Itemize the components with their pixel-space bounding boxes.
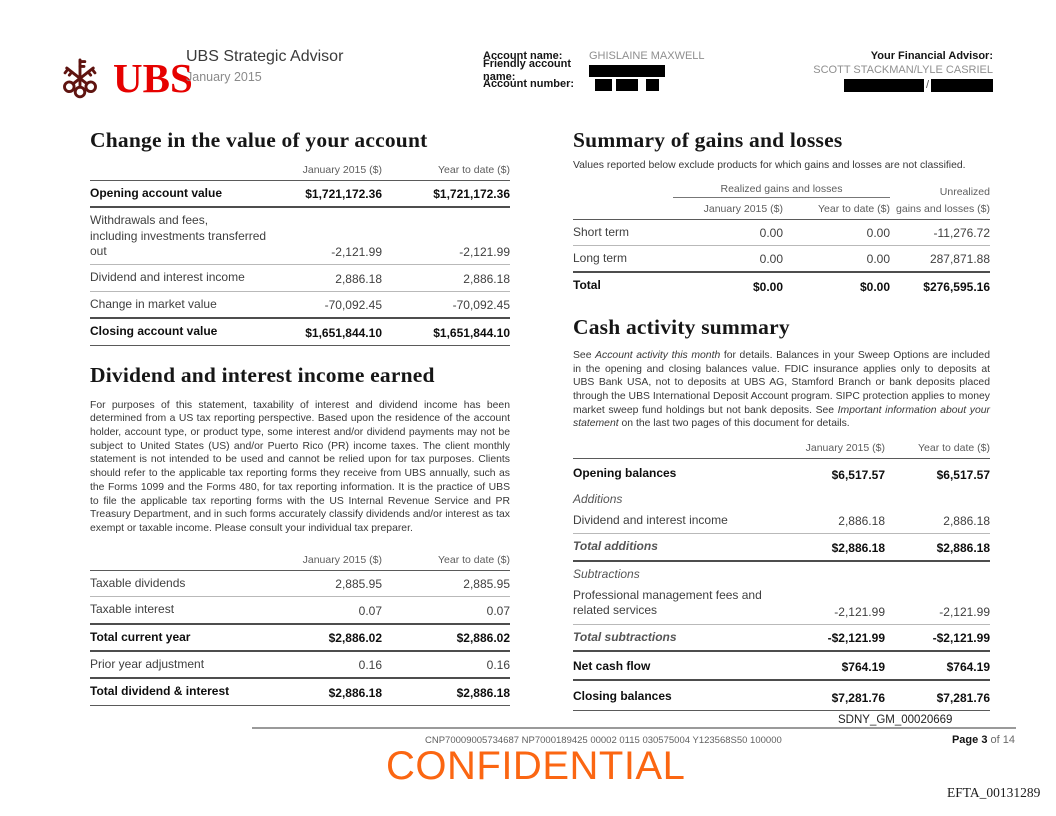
- table-row: Net cash flow $764.19 $764.19: [573, 652, 990, 682]
- table-header-row: January 2015 ($) Year to date ($) gains …: [573, 200, 990, 220]
- dividend-income-table: January 2015 ($) Year to date ($) Taxabl…: [90, 551, 510, 706]
- table-row: Total additions $2,886.18 $2,886.18: [573, 534, 990, 562]
- bates-stamp-top: SDNY_GM_00020669: [838, 714, 953, 726]
- account-number-label: Account number:: [483, 78, 575, 90]
- advisor-names: SCOTT STACKMAN/LYLE CASRIEL: [813, 64, 993, 76]
- dividend-tax-note: For purposes of this statement, taxabili…: [90, 399, 510, 535]
- redaction-bar: [931, 79, 993, 92]
- section-title-gains-losses: Summary of gains and losses: [573, 128, 843, 152]
- table-group-row: Additions: [573, 491, 623, 506]
- confidential-stamp: CONFIDENTIAL: [386, 744, 686, 788]
- table-row: Closing account value $1,651,844.10 $1,6…: [90, 319, 510, 346]
- document-control-code: CNP70009005734687 NP7000189425 00002 011…: [425, 735, 782, 746]
- column-header-ytd: Year to date ($): [818, 202, 890, 215]
- unrealized-group-header: Unrealized: [939, 185, 990, 198]
- table-row: Dividend and interest income 2,886.18 2,…: [573, 508, 990, 535]
- table-row: Taxable interest 0.07 0.07: [90, 597, 510, 625]
- table-header-row: January 2015 ($) Year to date ($): [90, 551, 510, 571]
- table-row: Prior year adjustment 0.16 0.16: [90, 652, 510, 680]
- friendly-account-name-label: Friendly account name:: [483, 57, 572, 83]
- redaction-bar: [843, 79, 924, 92]
- advisor-label: Your Financial Advisor:: [870, 50, 993, 62]
- table-row: Long term 0.00 0.00 287,871.88: [573, 246, 990, 274]
- section-title-change-in-value: Change in the value of your account: [90, 128, 428, 152]
- right-column: Summary of gains and losses Values repor…: [573, 128, 990, 711]
- table-row: Professional management fees and related…: [573, 583, 990, 625]
- column-header-ytd: Year to date ($): [918, 442, 990, 455]
- table-row: Change in market value -70,092.45 -70,09…: [90, 292, 510, 320]
- statement-period: January 2015: [186, 70, 262, 84]
- page-number: 3: [981, 734, 988, 746]
- gains-note: Values reported below exclude products f…: [573, 160, 966, 171]
- ubs-logo: UBS: [56, 52, 193, 105]
- gains-losses-table: Realized gains and losses Unrealized Jan…: [573, 179, 990, 299]
- table-group-row: Subtractions: [573, 566, 640, 581]
- table-row: Total subtractions -$2,121.99 -$2,121.99: [573, 625, 990, 653]
- section-title-cash-activity: Cash activity summary: [573, 314, 790, 339]
- bates-stamp-bottom: EFTA_00131289: [947, 785, 1041, 800]
- note-italic-account-activity: Account activity this month: [595, 349, 721, 361]
- account-name-value: GHISLAINE MAXWELL: [589, 50, 705, 62]
- cash-activity-table: January 2015 ($) Year to date ($) Openin…: [573, 439, 990, 711]
- table-row: Total current year $2,886.02 $2,886.02: [90, 625, 510, 652]
- financial-advisor-block: Your Financial Advisor: SCOTT STACKMAN/L…: [813, 50, 993, 92]
- ubs-wordmark: UBS: [113, 55, 193, 101]
- table-header-row: January 2015 ($) Year to date ($): [90, 161, 510, 181]
- column-header-ytd: Year to date ($): [438, 164, 510, 176]
- advisor-separator: /: [925, 79, 929, 91]
- column-header-jan: January 2015 ($): [302, 164, 382, 176]
- table-header-row: January 2015 ($) Year to date ($): [573, 439, 990, 460]
- table-row: Withdrawals and fees, including investme…: [90, 208, 510, 266]
- note-italic-important-info: Important information about your stateme…: [573, 404, 990, 430]
- table-group-header-row: Realized gains and losses Unrealized: [573, 179, 990, 200]
- left-column: Change in the value of your account Janu…: [90, 128, 510, 706]
- redaction-bar: [616, 78, 638, 91]
- table-row: Dividend and interest income 2,886.18 2,…: [90, 265, 510, 292]
- column-header-jan: January 2015 ($): [703, 202, 783, 215]
- table-row: Short term 0.00 0.00 -11,276.72: [573, 220, 990, 247]
- table-row: Total dividend & interest $2,886.18 $2,8…: [90, 679, 510, 706]
- column-header-unrealized: gains and losses ($): [896, 202, 990, 215]
- column-header-ytd: Year to date ($): [438, 553, 510, 566]
- account-name-label: Account name:: [483, 50, 563, 62]
- table-row: Opening balances $6,517.57 $6,517.57: [573, 466, 990, 482]
- footer-divider: [252, 727, 1016, 729]
- page-indicator: Page 3 of 14: [951, 734, 1015, 746]
- ubs-keys-icon: [56, 52, 104, 105]
- account-info: Account name: GHISLAINE MAXWELL Friendly…: [483, 50, 705, 92]
- column-header-jan: January 2015 ($): [805, 442, 885, 455]
- table-row: Opening account value $1,721,172.36 $1,7…: [90, 181, 510, 209]
- table-row: Closing balances $7,281.76 $7,281.76: [573, 681, 990, 711]
- redaction-bar: [589, 64, 665, 77]
- change-in-value-table: January 2015 ($) Year to date ($) Openin…: [90, 161, 510, 346]
- redaction-bar: [595, 78, 612, 91]
- table-row: Taxable dividends 2,885.95 2,885.95: [90, 571, 510, 598]
- document-title: UBS Strategic Advisor: [186, 48, 344, 65]
- section-title-dividend-income: Dividend and interest income earned: [90, 362, 435, 387]
- column-header-jan: January 2015 ($): [302, 553, 382, 566]
- page-total: 14: [1002, 734, 1015, 746]
- cash-activity-note: See Account activity this month for deta…: [573, 349, 990, 430]
- redaction-bar: [646, 78, 659, 91]
- table-row: Total $0.00 $0.00 $276,595.16: [573, 278, 990, 294]
- realized-group-header: Realized gains and losses: [673, 183, 890, 198]
